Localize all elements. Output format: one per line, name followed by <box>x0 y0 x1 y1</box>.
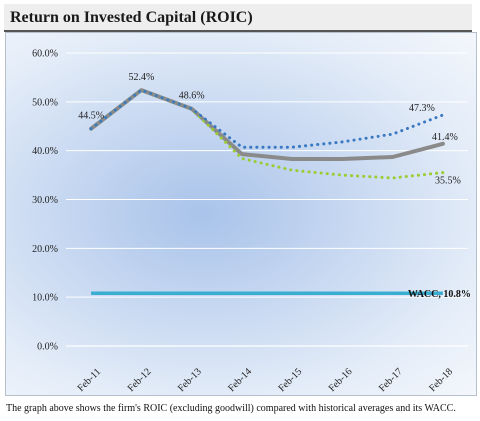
data-label: WACC, 10.8% <box>408 289 471 300</box>
y-tick-label: 60.0% <box>32 49 58 60</box>
y-tick-label: 40.0% <box>32 146 58 157</box>
x-tick-label: Feb-15 <box>276 366 304 394</box>
chart-frame: 0.0% 10.0% 20.0% 30.0% 40.0% 50.0% 60.0% Feb-11… <box>5 32 477 396</box>
title-bar: Return on Invested Capital (ROIC) <box>4 4 472 32</box>
x-tick-label: Feb-11 <box>76 366 104 394</box>
data-label: 35.5% <box>435 176 461 187</box>
x-tick-label: Feb-14 <box>226 366 254 394</box>
series-line-dotted-blue <box>89 88 445 149</box>
chart-caption: The graph above shows the firm's ROIC (e… <box>6 403 456 414</box>
series-line-solid-gray <box>89 88 445 161</box>
x-tick-label: Feb-12 <box>126 366 154 394</box>
y-tick-label: 50.0% <box>32 97 58 108</box>
data-label: 47.3% <box>409 103 435 114</box>
data-label: 44.5% <box>78 111 104 122</box>
y-tick-label: 0.0% <box>37 342 58 353</box>
y-tick-label: 10.0% <box>32 293 58 304</box>
x-tick-label: Feb-16 <box>327 366 355 394</box>
roic-line-chart: 0.0% 10.0% 20.0% 30.0% 40.0% 50.0% 60.0% Feb-11… <box>32 49 471 395</box>
data-label: 52.4% <box>128 72 154 83</box>
data-label: 48.6% <box>179 91 205 102</box>
x-tick-label: Feb-18 <box>427 366 455 394</box>
y-tick-label: 30.0% <box>32 195 58 206</box>
data-label: 41.4% <box>432 132 458 143</box>
y-tick-label: 20.0% <box>32 244 58 255</box>
x-tick-label: Feb-13 <box>176 366 204 394</box>
x-tick-label: Feb-17 <box>377 366 405 394</box>
page-title: Return on Invested Capital (ROIC) <box>10 9 253 26</box>
